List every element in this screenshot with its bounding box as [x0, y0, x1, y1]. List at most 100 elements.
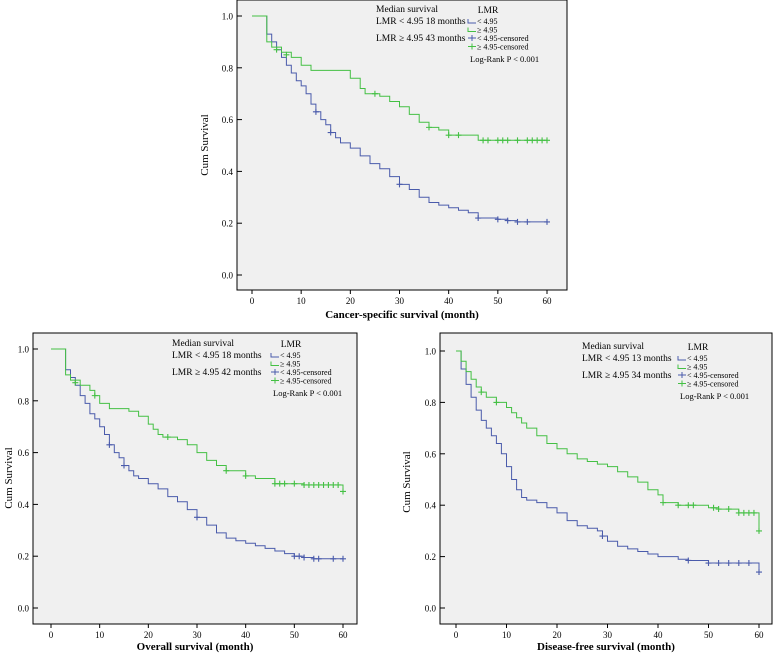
x-axis-label: Overall survival (month) — [137, 641, 254, 653]
censor-mark — [335, 481, 342, 488]
x-tick-label: 60 — [339, 630, 349, 640]
y-tick-label: 0.2 — [222, 219, 233, 229]
legend-swatch-censor — [678, 372, 686, 378]
legend-entry: < 4.95-censored — [477, 34, 529, 43]
censor-mark — [485, 137, 491, 144]
x-tick-label: 50 — [493, 296, 503, 306]
y-tick-label: 1.0 — [18, 345, 30, 355]
x-tick-label: 10 — [95, 630, 105, 640]
censor-mark — [426, 124, 432, 131]
x-tick-label: 50 — [290, 630, 300, 640]
censor-mark — [371, 90, 378, 97]
censor-mark — [242, 472, 249, 479]
y-tick-label: 0.6 — [425, 449, 437, 459]
y-axis-label: Cum Survival — [3, 447, 15, 508]
censor-mark — [599, 533, 606, 540]
legend-swatch-censor — [468, 43, 476, 50]
median-survival-title: Median survival — [172, 339, 234, 349]
legend-entry: < 4.95 — [687, 354, 708, 363]
x-tick-label: 30 — [603, 630, 613, 640]
y-tick-label: 0.4 — [425, 501, 437, 511]
y-tick-label: 0.6 — [222, 115, 234, 125]
censor-mark — [705, 560, 712, 567]
legend-swatch-line — [677, 356, 686, 361]
censor-mark — [340, 488, 346, 495]
censor-mark — [72, 379, 79, 386]
legend-swatch-line — [270, 361, 279, 366]
censor-mark — [291, 480, 298, 487]
censor-mark — [735, 560, 742, 567]
legend-title: LMR — [688, 343, 709, 353]
x-tick-label: 0 — [49, 630, 54, 640]
median-survival-low: LMR < 4.95 18 months — [376, 17, 466, 27]
censor-mark — [494, 216, 501, 223]
y-tick-label: 0.2 — [425, 552, 436, 562]
median-survival-high: LMR ≥ 4.95 34 months — [582, 371, 672, 381]
legend-swatch-line — [467, 19, 476, 24]
km-panel-1: 0.0 0.2 0.4 0.6 0.8 1.0 0 10 20 30 40 50 60 Cancer-sp… — [199, 0, 568, 321]
censor-mark — [478, 389, 485, 396]
censor-mark — [660, 499, 667, 506]
censor-mark — [504, 137, 511, 144]
legend-entry: ≥ 4.95-censored — [280, 377, 331, 386]
censor-mark — [315, 555, 322, 562]
km-panel-3: 0.0 0.2 0.4 0.6 0.8 1.0 0 10 20 30 40 50 60 Disease-f… — [401, 332, 773, 653]
censor-mark — [121, 462, 127, 469]
censor-mark — [514, 137, 521, 144]
censor-mark — [675, 502, 682, 509]
x-tick-label: 30 — [193, 630, 203, 640]
censor-mark — [296, 553, 303, 560]
censor-mark — [514, 218, 521, 225]
legend-swatch-censor — [271, 377, 279, 384]
x-tick-label: 40 — [241, 630, 251, 640]
censor-mark — [223, 467, 230, 474]
y-tick-label: 0.4 — [18, 500, 30, 510]
legend-entry: < 4.95 — [280, 351, 301, 360]
censor-mark — [504, 217, 511, 224]
survival-curve-low-lmr — [252, 15, 547, 223]
censor-mark — [544, 137, 550, 144]
plot-area — [439, 332, 773, 625]
legend-swatch-censor — [468, 35, 476, 41]
censor-mark — [312, 108, 319, 115]
y-tick-label: 0.0 — [18, 604, 30, 614]
log-rank-pvalue: Log-Rank P < 0.001 — [680, 391, 749, 401]
legend-entry: ≥ 4.95 — [477, 26, 497, 35]
y-tick-label: 0.8 — [222, 63, 234, 73]
censor-mark — [106, 441, 113, 448]
y-axis-label: Cum Survival — [199, 114, 211, 175]
legend-entry: ≥ 4.95-censored — [687, 380, 738, 389]
legend-swatch-line — [677, 364, 686, 369]
legend-entry: ≥ 4.95 — [687, 363, 707, 372]
median-survival-title: Median survival — [582, 342, 644, 352]
y-tick-label: 0.8 — [18, 396, 30, 406]
censor-mark — [715, 560, 722, 567]
censor-mark — [524, 218, 531, 225]
legend-title: LMR — [281, 340, 302, 350]
censor-mark — [685, 502, 692, 509]
censor-mark — [735, 509, 742, 516]
x-axis-label: Disease-free survival (month) — [537, 641, 675, 653]
censor-mark — [91, 392, 98, 399]
x-tick-label: 10 — [502, 630, 512, 640]
censor-mark — [685, 557, 692, 564]
legend-swatch-censor — [678, 380, 686, 387]
censor-mark — [283, 51, 290, 58]
legend-entry: < 4.95-censored — [687, 371, 739, 380]
median-survival-title: Median survival — [376, 5, 438, 15]
censor-mark — [396, 181, 403, 188]
y-tick-label: 0.6 — [18, 448, 30, 458]
x-tick-label: 20 — [553, 630, 563, 640]
censor-mark — [330, 555, 337, 562]
censor-mark — [756, 569, 762, 576]
x-tick-label: 30 — [395, 296, 405, 306]
censor-mark — [273, 46, 280, 53]
legend-entry: ≥ 4.95 — [280, 360, 300, 369]
median-survival-high: LMR ≥ 4.95 42 months — [172, 368, 262, 378]
km-panel-2: 0.0 0.2 0.4 0.6 0.8 1.0 0 10 20 30 40 50 60 Overall s… — [3, 332, 358, 653]
log-rank-pvalue: Log-Rank P < 0.001 — [273, 388, 342, 398]
censor-mark — [281, 480, 288, 487]
y-tick-label: 0.4 — [222, 167, 234, 177]
legend-swatch-line — [270, 353, 279, 358]
